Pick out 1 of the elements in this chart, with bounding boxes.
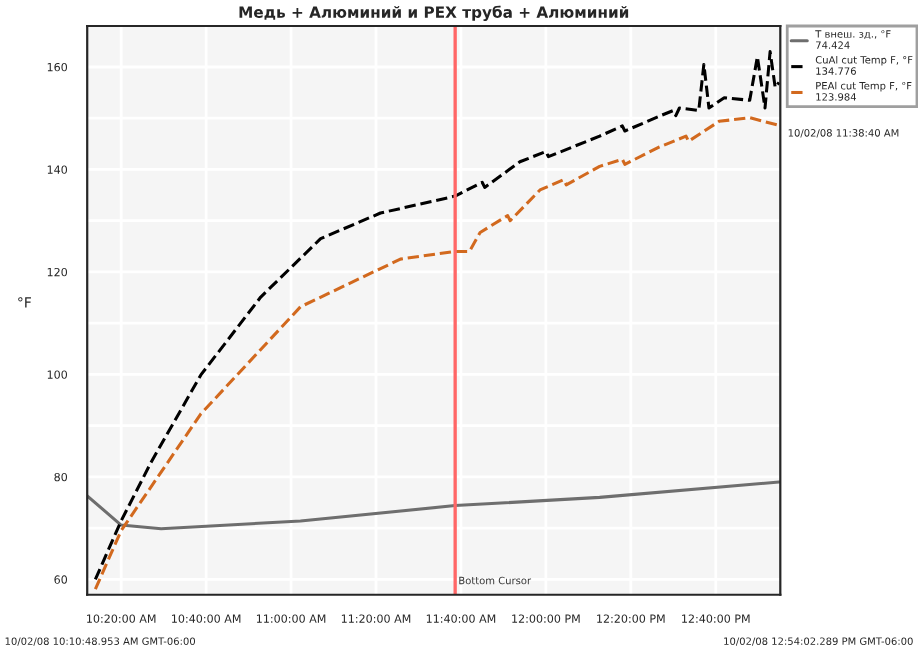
line-series bbox=[87, 480, 781, 531]
